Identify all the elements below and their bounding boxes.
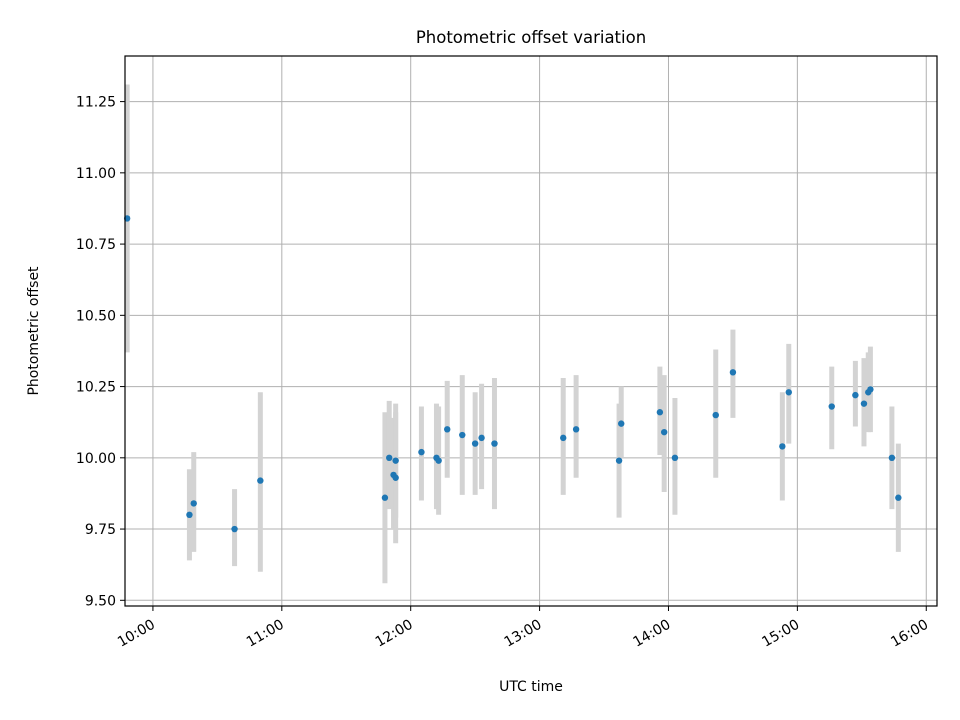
y-tick-label: 11.00 bbox=[76, 166, 116, 182]
data-point bbox=[186, 511, 193, 519]
y-tick-label: 11.25 bbox=[76, 95, 116, 111]
data-point bbox=[444, 426, 451, 433]
y-tick-label: 9.75 bbox=[85, 522, 116, 538]
data-point bbox=[888, 454, 896, 462]
data-point bbox=[190, 500, 197, 507]
data-point bbox=[392, 474, 399, 481]
data-point bbox=[895, 494, 902, 501]
data-point bbox=[471, 440, 479, 447]
data-point bbox=[560, 434, 567, 442]
data-point bbox=[615, 457, 623, 464]
data-point bbox=[386, 454, 393, 462]
y-tick-label: 10.50 bbox=[76, 308, 116, 324]
data-point bbox=[852, 391, 859, 399]
data-point bbox=[860, 400, 868, 407]
y-tick-label: 10.00 bbox=[76, 451, 116, 467]
plot-frame bbox=[124, 55, 938, 607]
chart-title: Photometric offset variation bbox=[416, 28, 646, 47]
point-layer bbox=[123, 215, 902, 533]
y-axis-label: Photometric offset bbox=[26, 266, 42, 396]
data-point bbox=[392, 457, 399, 464]
y-tick-label: 10.75 bbox=[76, 237, 116, 253]
data-point bbox=[459, 431, 466, 439]
data-point bbox=[478, 434, 485, 442]
data-point bbox=[779, 443, 786, 450]
data-point bbox=[418, 448, 425, 456]
data-point bbox=[828, 403, 835, 410]
data-point bbox=[660, 428, 668, 436]
data-point bbox=[381, 494, 389, 501]
data-point bbox=[435, 457, 442, 464]
data-point bbox=[231, 525, 238, 533]
y-tick-label: 10.25 bbox=[76, 380, 116, 396]
grid-layer bbox=[125, 56, 937, 606]
data-point bbox=[618, 420, 625, 427]
data-point bbox=[712, 411, 719, 419]
data-point bbox=[656, 409, 664, 416]
data-point bbox=[785, 389, 792, 396]
y-tick-label: 9.50 bbox=[85, 593, 116, 609]
data-point bbox=[572, 426, 580, 433]
data-point bbox=[867, 386, 874, 393]
x-axis-label: UTC time bbox=[499, 679, 563, 695]
data-point bbox=[257, 477, 264, 484]
data-point bbox=[729, 369, 737, 376]
data-point bbox=[671, 454, 679, 462]
data-point bbox=[491, 440, 498, 447]
